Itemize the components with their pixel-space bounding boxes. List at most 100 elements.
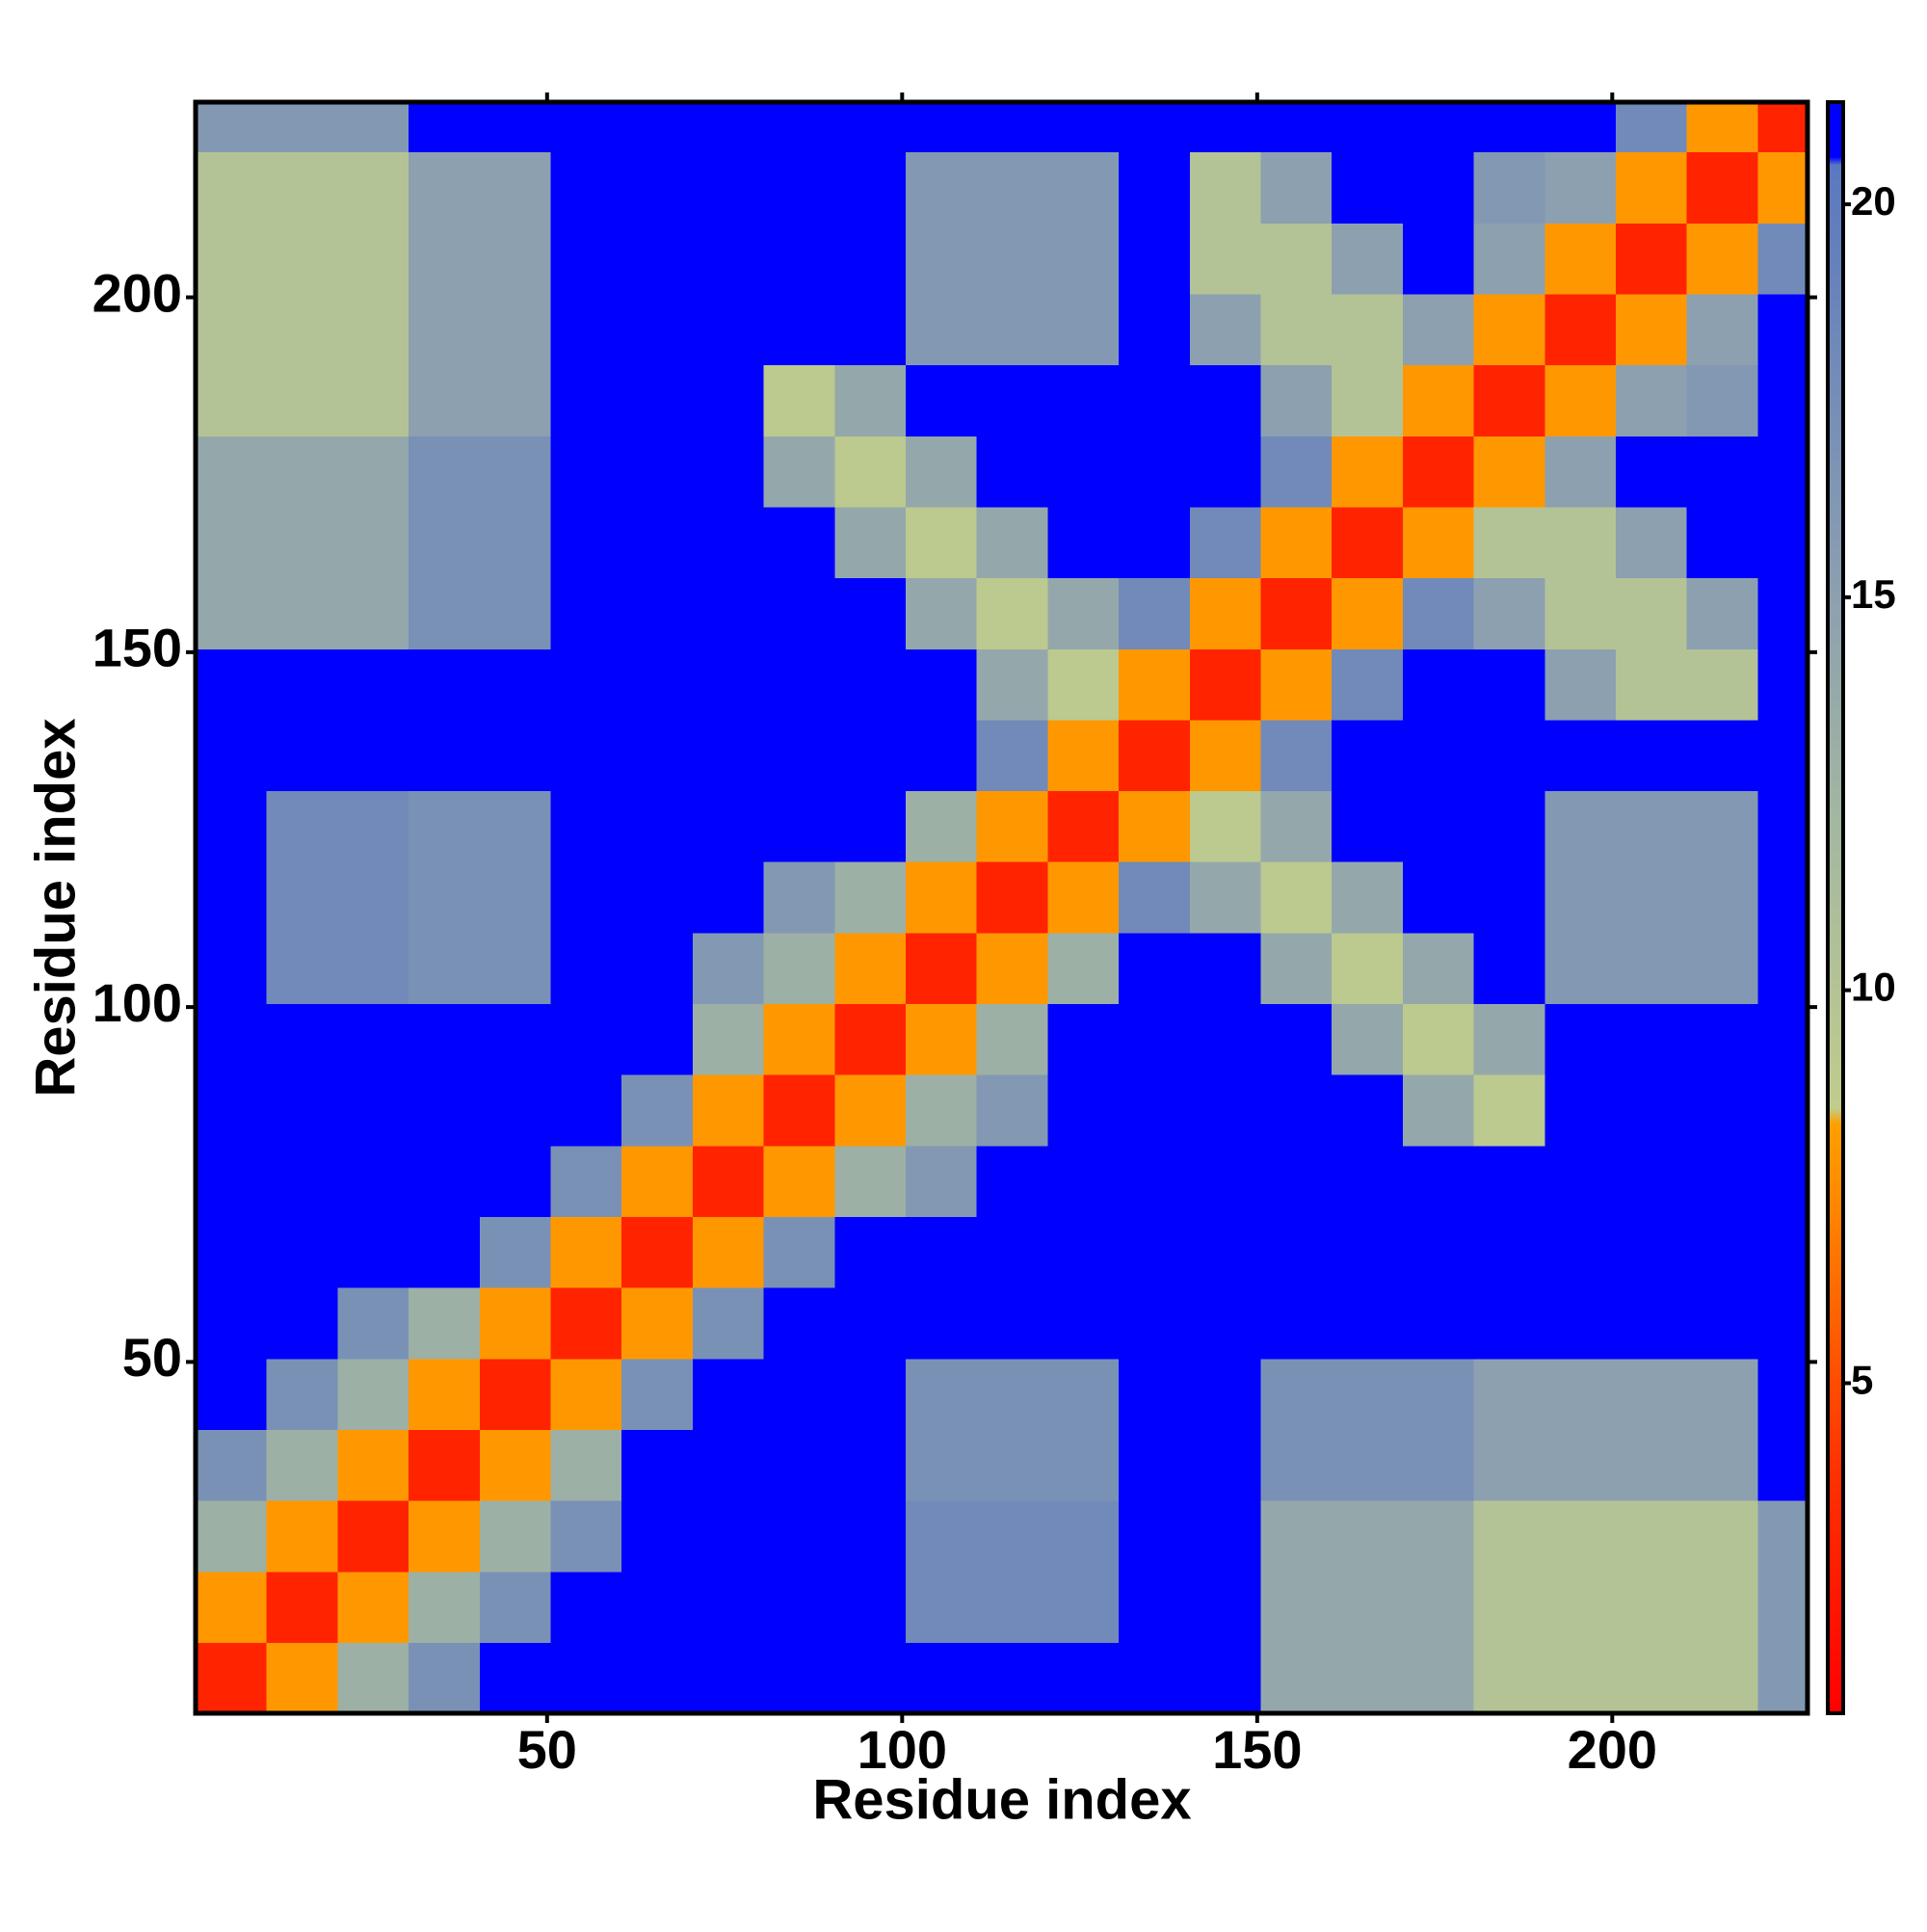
heatmap-cell	[1402, 1358, 1475, 1430]
heatmap-cell	[621, 1429, 694, 1501]
heatmap-cell	[337, 932, 409, 1005]
heatmap-cell	[1757, 506, 1808, 579]
heatmap-cell	[1119, 1287, 1191, 1360]
heatmap-cell	[1189, 719, 1262, 792]
heatmap-cell	[1616, 223, 1688, 295]
heatmap-cell	[409, 364, 481, 437]
heatmap-cell	[1332, 1642, 1404, 1714]
heatmap-cell	[1119, 151, 1191, 224]
heatmap-cell	[337, 1429, 409, 1501]
heatmap-cell	[1544, 1074, 1617, 1147]
heatmap-cell	[976, 1642, 1049, 1714]
heatmap-cell	[906, 293, 978, 366]
heatmap-cell	[409, 1571, 481, 1643]
heatmap-cell	[1402, 1003, 1475, 1075]
heatmap-cell	[1260, 1003, 1333, 1075]
heatmap-cell	[1402, 1429, 1475, 1501]
heatmap-cell	[976, 151, 1049, 224]
heatmap-cell	[1047, 151, 1120, 224]
heatmap-cell	[1402, 1074, 1475, 1147]
heatmap-cell	[479, 151, 552, 224]
y-tick-label: 150	[92, 618, 182, 678]
heatmap-cell	[266, 719, 339, 792]
heatmap-cell	[266, 1003, 339, 1075]
heatmap-cell	[1260, 293, 1333, 366]
heatmap-cell	[763, 1429, 835, 1501]
heatmap-cell	[1473, 1358, 1545, 1430]
heatmap-cell	[1260, 932, 1333, 1005]
heatmap-cell	[1189, 861, 1262, 934]
heatmap-cell	[479, 1429, 552, 1501]
heatmap-cell	[1260, 364, 1333, 437]
heatmap-cell	[1616, 1642, 1688, 1714]
heatmap-cell	[1686, 1642, 1759, 1714]
heatmap-cell	[763, 1358, 835, 1430]
heatmap-cell	[1047, 1429, 1120, 1501]
heatmap-cell	[1332, 577, 1404, 649]
heatmap-cell	[834, 436, 907, 508]
heatmap-cell	[550, 364, 622, 437]
heatmap-cell	[1686, 1074, 1759, 1147]
heatmap-cell	[976, 1074, 1049, 1147]
heatmap-cell	[337, 1074, 409, 1147]
heatmap-cell	[1544, 861, 1617, 934]
heatmap-cell	[1047, 223, 1120, 295]
heatmap-cell	[976, 861, 1049, 934]
heatmap-cell	[1189, 1074, 1262, 1147]
y-axis-title: Residue index	[24, 718, 87, 1097]
heatmap-cell	[1189, 151, 1262, 224]
heatmap-cell	[763, 506, 835, 579]
heatmap-cell	[621, 102, 694, 153]
heatmap-cell	[1616, 861, 1688, 934]
heatmap-cell	[1616, 436, 1688, 508]
heatmap-cell	[1260, 1074, 1333, 1147]
heatmap-cell	[1616, 577, 1688, 649]
heatmap-cell	[1616, 648, 1688, 721]
heatmap-cell	[1119, 223, 1191, 295]
heatmap-cell	[409, 223, 481, 295]
heatmap-cell	[479, 1642, 552, 1714]
heatmap-cell	[1616, 506, 1688, 579]
heatmap-cell	[479, 577, 552, 649]
heatmap-cell	[1402, 719, 1475, 792]
heatmap-cell	[266, 1429, 339, 1501]
heatmap-cell	[1119, 102, 1191, 153]
heatmap-cell	[1544, 102, 1617, 153]
heatmap-cell	[692, 648, 765, 721]
heatmap-cell	[763, 790, 835, 862]
heatmap-cell	[621, 1216, 694, 1288]
heatmap-cell	[763, 1571, 835, 1643]
heatmap-cell	[1332, 648, 1404, 721]
heatmap-cell	[1686, 719, 1759, 792]
heatmap-cell	[763, 1642, 835, 1714]
heatmap-cell	[834, 1074, 907, 1147]
heatmap-cell	[1402, 364, 1475, 437]
heatmap-cell	[1119, 1642, 1191, 1714]
heatmap-cell	[976, 436, 1049, 508]
heatmap-cell	[550, 719, 622, 792]
heatmap-cell	[550, 1145, 622, 1218]
x-tick-label: 100	[858, 1719, 947, 1780]
heatmap-cell	[834, 861, 907, 934]
heatmap-cell	[1047, 1216, 1120, 1288]
heatmap-cell	[1686, 790, 1759, 862]
heatmap-cell	[337, 1003, 409, 1075]
heatmap-cell	[1544, 1287, 1617, 1360]
heatmap-cell	[266, 1571, 339, 1643]
heatmap-cell	[266, 1074, 339, 1147]
heatmap-cell	[763, 1287, 835, 1360]
heatmap-cell	[692, 506, 765, 579]
heatmap-cell	[976, 293, 1049, 366]
heatmap-cell	[1757, 151, 1808, 224]
heatmap-cell	[763, 861, 835, 934]
heatmap-cell	[337, 1642, 409, 1714]
heatmap-cell	[1616, 1429, 1688, 1501]
heatmap-cell	[1686, 102, 1759, 153]
heatmap-cell	[550, 1642, 622, 1714]
heatmap-cell	[763, 1145, 835, 1218]
heatmap-cell	[1686, 577, 1759, 649]
heatmap-cell	[1332, 1500, 1404, 1573]
heatmap-cell	[1757, 1500, 1808, 1573]
heatmap-cell	[1616, 790, 1688, 862]
heatmap-cell	[834, 223, 907, 295]
